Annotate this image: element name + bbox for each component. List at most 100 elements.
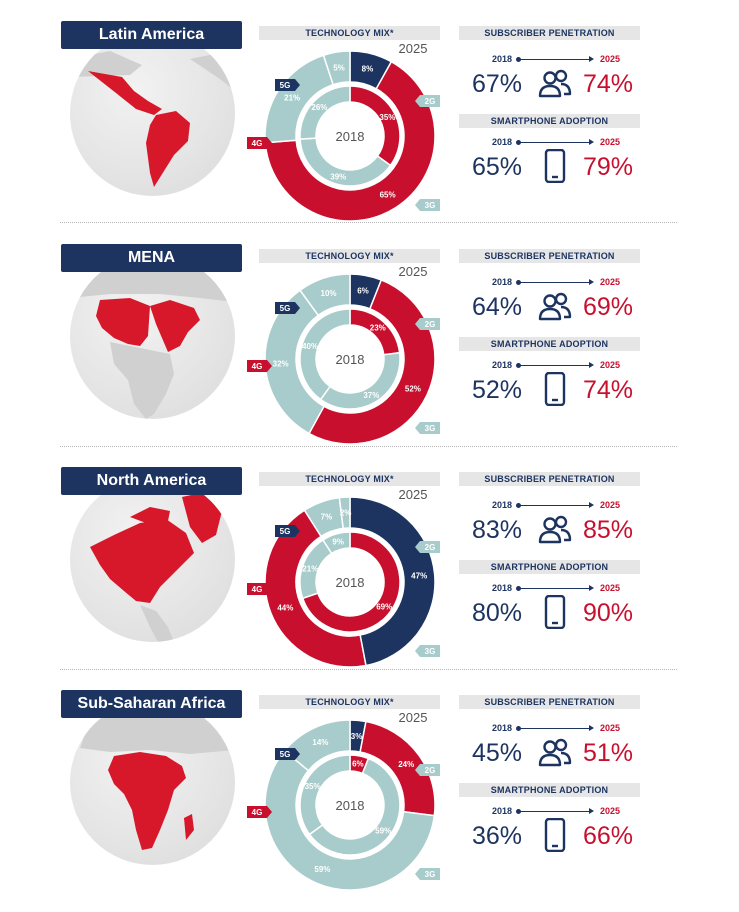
subscriber-2018-value: 45% bbox=[472, 739, 523, 767]
smartphone-2018-value: 36% bbox=[472, 822, 523, 850]
legend-tag-3g: 3G bbox=[415, 868, 440, 880]
tech-mix-header: TECHNOLOGY MIX* bbox=[259, 249, 440, 263]
donut-value-label-inner-3g: 37% bbox=[363, 391, 379, 400]
subscriber-2025-value: 85% bbox=[583, 516, 634, 544]
people-icon bbox=[538, 292, 572, 321]
legend-tag-4g: 4G bbox=[247, 360, 272, 372]
year-range-smartphone: 2018 2025 bbox=[492, 360, 620, 370]
subscriber-penetration-header: SUBSCRIBER PENETRATION bbox=[459, 26, 640, 40]
subscriber-2018-value: 67% bbox=[472, 70, 523, 98]
donut-segment-outer-2g bbox=[338, 496, 351, 530]
region-title: MENA bbox=[61, 244, 242, 272]
smartphone-icon bbox=[544, 149, 566, 183]
tech-mix-donut: 6% 52% 32% 10% 23% 37% 40% 2018 2025 5G 4G 3G 2G bbox=[247, 264, 440, 445]
donut-segment-outer-4g bbox=[264, 60, 436, 222]
donut-value-label-inner-4g: 23% bbox=[370, 323, 386, 332]
donut-outer-year: 2025 bbox=[399, 41, 428, 56]
year-range-subscriber: 2018 2025 bbox=[492, 54, 620, 64]
subscriber-penetration-header: SUBSCRIBER PENETRATION bbox=[459, 249, 640, 263]
smartphone-2018-value: 52% bbox=[472, 376, 523, 404]
donut-value-label-outer-4g: 24% bbox=[398, 760, 414, 769]
smartphone-2025-value: 74% bbox=[583, 376, 634, 404]
land-shape bbox=[80, 712, 235, 850]
region-title: Latin America bbox=[61, 21, 242, 49]
donut-value-label-inner-3g: 39% bbox=[330, 172, 346, 181]
legend-tag-3g: 3G bbox=[415, 422, 440, 434]
smartphone-adoption-header: SMARTPHONE ADOPTION bbox=[459, 783, 640, 797]
donut-value-label-outer-2g: 14% bbox=[312, 738, 328, 747]
smartphone-2025-value: 66% bbox=[583, 822, 634, 850]
donut-segment-outer-3g bbox=[264, 749, 436, 891]
donut-segment-inner-2g bbox=[299, 754, 351, 836]
donut-segment-inner-2g bbox=[299, 308, 351, 401]
donut-value-label-outer-4g: 65% bbox=[380, 190, 396, 199]
legend-tag-4g: 4G bbox=[247, 806, 272, 818]
donut-value-label-outer-5g: 8% bbox=[362, 65, 374, 74]
svg-text:5G: 5G bbox=[280, 750, 291, 759]
year-range-subscriber: 2018 2025 bbox=[492, 277, 620, 287]
legend-tag-2g: 2G bbox=[415, 95, 440, 107]
svg-text:2G: 2G bbox=[425, 766, 436, 775]
donut-value-label-outer-4g: 44% bbox=[277, 604, 293, 613]
donut-value-label-outer-3g: 7% bbox=[321, 513, 333, 522]
subscriber-penetration-header: SUBSCRIBER PENETRATION bbox=[459, 472, 640, 486]
svg-text:4G: 4G bbox=[252, 362, 263, 371]
globe-map-sub-saharan-africa bbox=[70, 700, 235, 865]
legend-tag-5g: 5G bbox=[275, 748, 300, 760]
region-divider bbox=[60, 446, 677, 447]
svg-text:3G: 3G bbox=[425, 424, 436, 433]
region-title: North America bbox=[61, 467, 242, 495]
subscriber-2018-value: 64% bbox=[472, 293, 523, 321]
smartphone-adoption-header: SMARTPHONE ADOPTION bbox=[459, 560, 640, 574]
donut-value-label-outer-5g: 6% bbox=[357, 287, 369, 296]
smartphone-2025-value: 79% bbox=[583, 153, 634, 181]
donut-value-label-inner-3g: 59% bbox=[375, 827, 391, 836]
smartphone-icon bbox=[544, 818, 566, 852]
donut-center-year: 2018 bbox=[336, 575, 365, 590]
svg-text:5G: 5G bbox=[280, 527, 291, 536]
year-range-smartphone: 2018 2025 bbox=[492, 806, 620, 816]
subscriber-2018-value: 83% bbox=[472, 516, 523, 544]
subscriber-2025-value: 51% bbox=[583, 739, 634, 767]
donut-segment-inner-2g bbox=[299, 85, 351, 140]
svg-text:5G: 5G bbox=[280, 304, 291, 313]
tech-mix-header: TECHNOLOGY MIX* bbox=[259, 26, 440, 40]
donut-value-label-outer-3g: 21% bbox=[284, 94, 300, 103]
region-north-america: North America TECHNOLOGY MIX* 47% 44% 7% 2%… bbox=[0, 467, 739, 689]
region-divider bbox=[60, 669, 677, 670]
smartphone-icon bbox=[544, 372, 566, 406]
svg-text:3G: 3G bbox=[425, 647, 436, 656]
donut-segment-outer-4g bbox=[264, 509, 367, 668]
svg-text:2G: 2G bbox=[425, 543, 436, 552]
donut-segment-outer-3g bbox=[264, 289, 326, 435]
donut-value-label-inner-4g: 35% bbox=[379, 113, 395, 122]
svg-text:5G: 5G bbox=[280, 81, 291, 90]
land-shape bbox=[70, 262, 235, 419]
subscriber-2025-value: 69% bbox=[583, 293, 634, 321]
donut-value-label-inner-2g: 35% bbox=[305, 782, 321, 791]
donut-value-label-outer-2g: 2% bbox=[340, 509, 352, 518]
legend-tag-3g: 3G bbox=[415, 199, 440, 211]
land-shape bbox=[90, 491, 222, 642]
svg-text:4G: 4G bbox=[252, 808, 263, 817]
people-icon bbox=[538, 738, 572, 767]
svg-text:2G: 2G bbox=[425, 320, 436, 329]
svg-text:4G: 4G bbox=[252, 139, 263, 148]
donut-outer-year: 2025 bbox=[399, 264, 428, 279]
legend-tag-4g: 4G bbox=[247, 583, 272, 595]
smartphone-adoption-header: SMARTPHONE ADOPTION bbox=[459, 337, 640, 351]
region-mena: MENA TECHNOLOGY MIX* 6% 52% 32% 10% 23% 37% 40… bbox=[0, 244, 739, 466]
subscriber-2025-value: 74% bbox=[583, 70, 634, 98]
legend-tag-5g: 5G bbox=[275, 79, 300, 91]
year-range-subscriber: 2018 2025 bbox=[492, 500, 620, 510]
donut-value-label-inner-4g: 69% bbox=[376, 602, 392, 611]
donut-value-label-inner-2g: 9% bbox=[332, 538, 344, 547]
globe-map-north-america bbox=[70, 477, 235, 642]
donut-value-label-outer-5g: 3% bbox=[351, 732, 363, 741]
year-range-subscriber: 2018 2025 bbox=[492, 723, 620, 733]
legend-tag-2g: 2G bbox=[415, 764, 440, 776]
people-icon bbox=[538, 515, 572, 544]
donut-value-label-inner-4g: 6% bbox=[352, 760, 364, 769]
land-shape bbox=[70, 51, 235, 187]
donut-value-label-outer-5g: 47% bbox=[411, 571, 427, 580]
